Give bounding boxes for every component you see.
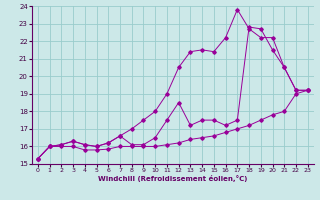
X-axis label: Windchill (Refroidissement éolien,°C): Windchill (Refroidissement éolien,°C) [98,175,247,182]
